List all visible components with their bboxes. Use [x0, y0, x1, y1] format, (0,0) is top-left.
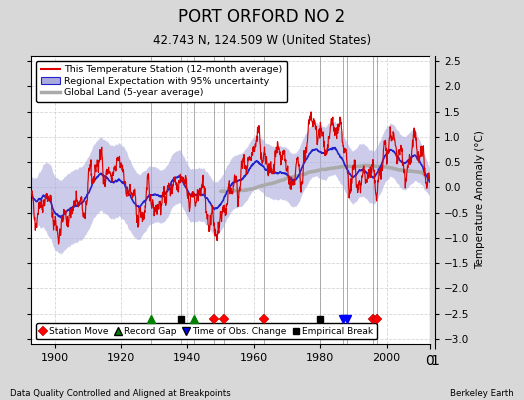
Legend: Station Move, Record Gap, Time of Obs. Change, Empirical Break: Station Move, Record Gap, Time of Obs. C…	[36, 323, 377, 340]
Y-axis label: Temperature Anomaly (°C): Temperature Anomaly (°C)	[475, 130, 485, 270]
Text: 42.743 N, 124.509 W (United States): 42.743 N, 124.509 W (United States)	[153, 34, 371, 47]
Text: Data Quality Controlled and Aligned at Breakpoints: Data Quality Controlled and Aligned at B…	[10, 389, 231, 398]
Text: PORT ORFORD NO 2: PORT ORFORD NO 2	[178, 8, 346, 26]
Text: Berkeley Earth: Berkeley Earth	[450, 389, 514, 398]
